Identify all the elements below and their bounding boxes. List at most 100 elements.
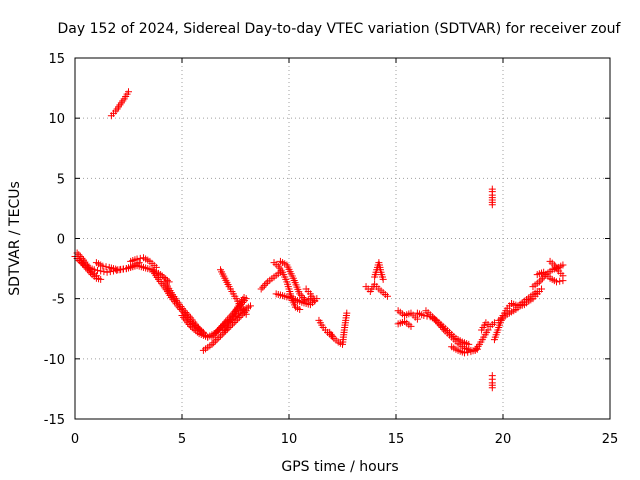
data-point [185,312,193,320]
chart-title: Day 152 of 2024, Sidereal Day-to-day VTE… [58,21,622,37]
data-point [113,266,121,274]
data-point [556,277,564,285]
data-point [430,315,438,323]
data-point [78,254,86,262]
data-point [76,253,84,261]
x-tick-label: 25 [602,432,619,447]
data-point [257,285,265,293]
data-point [490,319,498,327]
data-point [242,310,250,318]
data-point [379,275,387,283]
y-tick-label: 5 [57,172,65,187]
data-point [237,312,245,320]
data-point [157,271,165,279]
data-point [187,322,195,330]
data-point [92,272,100,280]
data-point [260,281,268,289]
data-point [179,313,187,321]
x-tick-label: 5 [178,432,186,447]
data-point [218,330,226,338]
data-point [553,278,560,286]
data-point [240,293,248,301]
data-point [538,285,546,293]
data-point [185,321,193,329]
y-tick-label: -15 [44,413,65,428]
data-point [296,305,304,313]
data-point [537,276,545,284]
data-point [433,318,441,326]
x-tick-label: 15 [388,432,405,447]
data-point [559,261,567,269]
data-point [488,185,496,193]
data-point [210,339,218,347]
data-point [125,88,132,96]
grid-lines [75,58,610,419]
data-point [158,272,166,280]
data-point [97,267,105,275]
data-point [100,268,108,276]
data-point [75,251,83,259]
data-point [420,312,428,320]
data-point [97,275,105,283]
data-point [432,316,440,324]
plot-frame [74,57,611,420]
data-point [428,313,436,321]
data-point [539,274,547,282]
data-point [99,262,107,270]
data-point [423,312,431,320]
data-point [193,328,201,336]
data-point [190,325,198,333]
data-point [133,255,141,263]
data-point [436,322,444,330]
data-point [102,263,110,271]
data-point [343,309,351,317]
data-point [299,293,307,301]
data-point [535,278,543,286]
data-point [460,349,468,357]
data-point [87,269,95,277]
data-point [559,272,567,280]
data-point [533,287,541,295]
x-tick-label: 20 [495,432,512,447]
data-point [178,312,186,320]
data-point [208,340,216,348]
data-point [152,263,160,271]
data-point [183,310,191,318]
data-point [211,337,219,345]
y-tick-label: 10 [48,112,65,127]
data-point [296,290,304,298]
data-point [182,317,190,325]
data-point [232,317,240,325]
data-point [180,307,188,315]
x-tick-label: 0 [71,432,79,447]
x-tick-label: 10 [281,432,298,447]
y-tick-label: -5 [52,293,65,308]
data-point [464,348,472,356]
data-point [262,280,270,288]
data-point [440,325,448,333]
data-point [215,334,223,342]
y-tick-label: 15 [48,52,65,67]
y-axis-label: SDTVAR / TECUs [7,181,23,296]
data-point [217,332,225,340]
axis-ticks: 0 5 10 15 20 25 -15 -10 -5 0 5 10 15 [44,52,619,447]
data-point [297,292,305,300]
data-point [435,320,443,328]
data-point [438,324,446,332]
y-tick-label: -10 [44,353,65,368]
data-point [106,268,114,276]
data-point [230,318,238,326]
data-point [192,327,200,335]
data-point [184,319,192,327]
data-point [235,313,243,321]
data-point [311,297,319,305]
data-point [259,283,267,291]
data-point [407,322,415,330]
data-point [413,315,421,323]
data-point [488,384,496,392]
data-point [103,268,111,276]
data-point [188,324,196,332]
data-point [160,273,168,281]
data-point [383,292,391,300]
